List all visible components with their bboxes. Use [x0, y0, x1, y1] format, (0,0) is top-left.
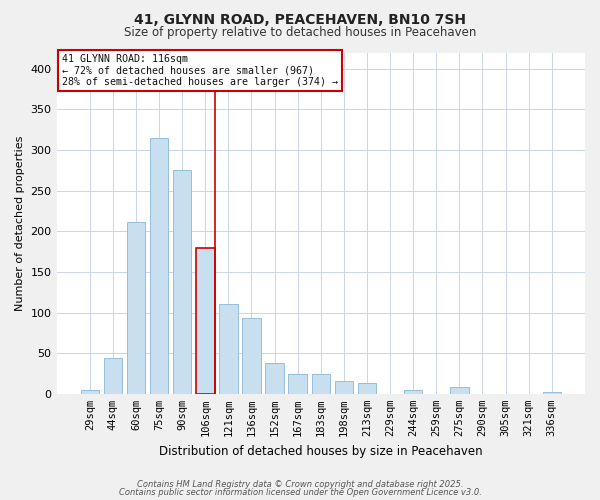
- Text: Contains public sector information licensed under the Open Government Licence v3: Contains public sector information licen…: [119, 488, 481, 497]
- Bar: [404, 390, 422, 394]
- Text: 41 GLYNN ROAD: 116sqm
← 72% of detached houses are smaller (967)
28% of semi-det: 41 GLYNN ROAD: 116sqm ← 72% of detached …: [62, 54, 338, 88]
- Bar: [150, 138, 169, 394]
- Bar: [265, 363, 284, 394]
- Text: Size of property relative to detached houses in Peacehaven: Size of property relative to detached ho…: [124, 26, 476, 39]
- Bar: [196, 248, 215, 394]
- Bar: [80, 390, 99, 394]
- Text: 41, GLYNN ROAD, PEACEHAVEN, BN10 7SH: 41, GLYNN ROAD, PEACEHAVEN, BN10 7SH: [134, 12, 466, 26]
- Bar: [358, 383, 376, 394]
- Bar: [289, 374, 307, 394]
- Bar: [450, 388, 469, 394]
- Bar: [335, 381, 353, 394]
- Bar: [127, 222, 145, 394]
- Bar: [104, 358, 122, 394]
- Bar: [311, 374, 330, 394]
- Y-axis label: Number of detached properties: Number of detached properties: [15, 136, 25, 311]
- Bar: [542, 392, 561, 394]
- Text: Contains HM Land Registry data © Crown copyright and database right 2025.: Contains HM Land Registry data © Crown c…: [137, 480, 463, 489]
- Bar: [219, 304, 238, 394]
- X-axis label: Distribution of detached houses by size in Peacehaven: Distribution of detached houses by size …: [159, 444, 482, 458]
- Bar: [173, 170, 191, 394]
- Bar: [242, 318, 261, 394]
